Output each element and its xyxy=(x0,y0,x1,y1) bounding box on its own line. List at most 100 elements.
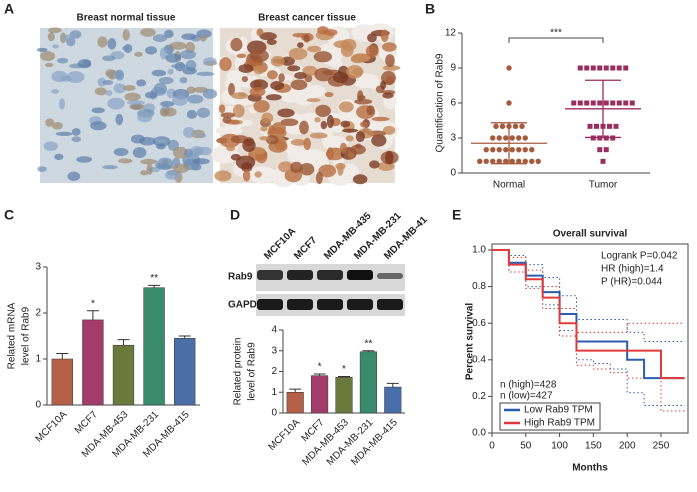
bar xyxy=(112,344,135,406)
data-point xyxy=(577,65,583,71)
error-bar xyxy=(338,375,350,378)
cell xyxy=(338,101,354,113)
cell xyxy=(219,57,232,72)
cell xyxy=(55,131,73,137)
cell xyxy=(52,44,60,49)
data-point xyxy=(503,135,509,141)
confidence-line xyxy=(492,249,685,333)
image-title: Breast normal tissue xyxy=(77,13,176,24)
cell xyxy=(360,121,368,128)
cell xyxy=(382,42,397,52)
data-point xyxy=(629,100,635,106)
y-tick-label: 3 xyxy=(450,133,456,144)
cell xyxy=(320,121,328,130)
data-point xyxy=(610,65,616,71)
cell xyxy=(313,51,333,63)
data-point xyxy=(587,123,593,129)
cell xyxy=(385,54,395,67)
y-tick-label: 1.0 xyxy=(472,245,486,256)
cell xyxy=(371,134,387,147)
cell xyxy=(145,91,158,99)
cell xyxy=(136,79,147,87)
cell xyxy=(382,65,401,71)
white-space xyxy=(249,166,277,184)
cell xyxy=(186,86,196,94)
blot-row-label: GAPDH xyxy=(228,300,264,311)
cell xyxy=(76,156,92,163)
cell xyxy=(242,138,256,152)
error-bar xyxy=(313,373,326,376)
cell xyxy=(102,55,116,62)
data-point xyxy=(597,65,603,71)
cell xyxy=(335,162,346,170)
cell xyxy=(51,70,68,83)
error-bar xyxy=(86,310,99,320)
data-point xyxy=(509,146,515,153)
data-point xyxy=(490,158,496,165)
white-space xyxy=(333,57,342,64)
cell xyxy=(36,47,48,52)
blot-row-label: Rab9 xyxy=(228,272,253,283)
cell xyxy=(350,144,366,155)
significance-label: * xyxy=(342,364,346,375)
data-point xyxy=(506,100,512,106)
cell xyxy=(294,72,307,80)
cell xyxy=(94,87,107,96)
data-point xyxy=(584,65,590,71)
cell xyxy=(107,38,117,50)
data-point xyxy=(490,146,496,153)
cell xyxy=(45,62,54,68)
blot-band xyxy=(317,299,343,310)
data-point xyxy=(571,100,577,106)
cell xyxy=(56,57,69,64)
cell xyxy=(164,29,174,39)
x-axis-label: Months xyxy=(572,463,608,474)
cell xyxy=(265,135,279,145)
y-tick-label: 0 xyxy=(35,400,41,411)
data-point xyxy=(483,146,489,153)
significance-bracket xyxy=(508,37,604,43)
cell xyxy=(380,29,389,43)
panel-letter: E xyxy=(452,207,461,223)
cell xyxy=(266,70,278,80)
data-point xyxy=(590,100,596,106)
data-point xyxy=(503,158,509,165)
cell xyxy=(230,37,243,52)
cell xyxy=(354,98,373,105)
y-tick-label: 0.8 xyxy=(472,281,486,292)
data-point xyxy=(512,123,519,130)
y-tick-label: 3 xyxy=(35,262,41,273)
y-tick-label: 2 xyxy=(35,308,41,319)
y-tick-label: 0.0 xyxy=(472,428,486,439)
cell xyxy=(187,94,204,104)
data-point xyxy=(613,123,619,129)
cell xyxy=(355,131,365,143)
data-point xyxy=(623,100,629,106)
data-point xyxy=(506,65,512,71)
cell xyxy=(156,143,166,150)
cell xyxy=(186,109,198,119)
data-point xyxy=(496,146,502,153)
cell xyxy=(278,73,285,83)
bar xyxy=(51,358,73,406)
cell xyxy=(290,79,308,91)
data-point xyxy=(522,135,528,141)
cell xyxy=(134,51,143,57)
cell xyxy=(184,148,193,158)
error-bar xyxy=(178,335,191,339)
plot-frame xyxy=(491,243,689,434)
y-tick-label: 1 xyxy=(271,387,277,398)
cell xyxy=(385,150,394,165)
cell xyxy=(182,67,197,75)
cell xyxy=(90,121,107,131)
x-tick-label: Normal xyxy=(493,180,525,191)
cell xyxy=(58,98,66,110)
survival-line xyxy=(492,249,685,380)
cell xyxy=(249,87,266,97)
x-tick-label: 200 xyxy=(619,441,636,452)
cell xyxy=(382,125,396,135)
y-axis-label: Quantification of Rab9 xyxy=(435,53,446,152)
cell xyxy=(115,69,125,81)
cell xyxy=(318,164,337,178)
